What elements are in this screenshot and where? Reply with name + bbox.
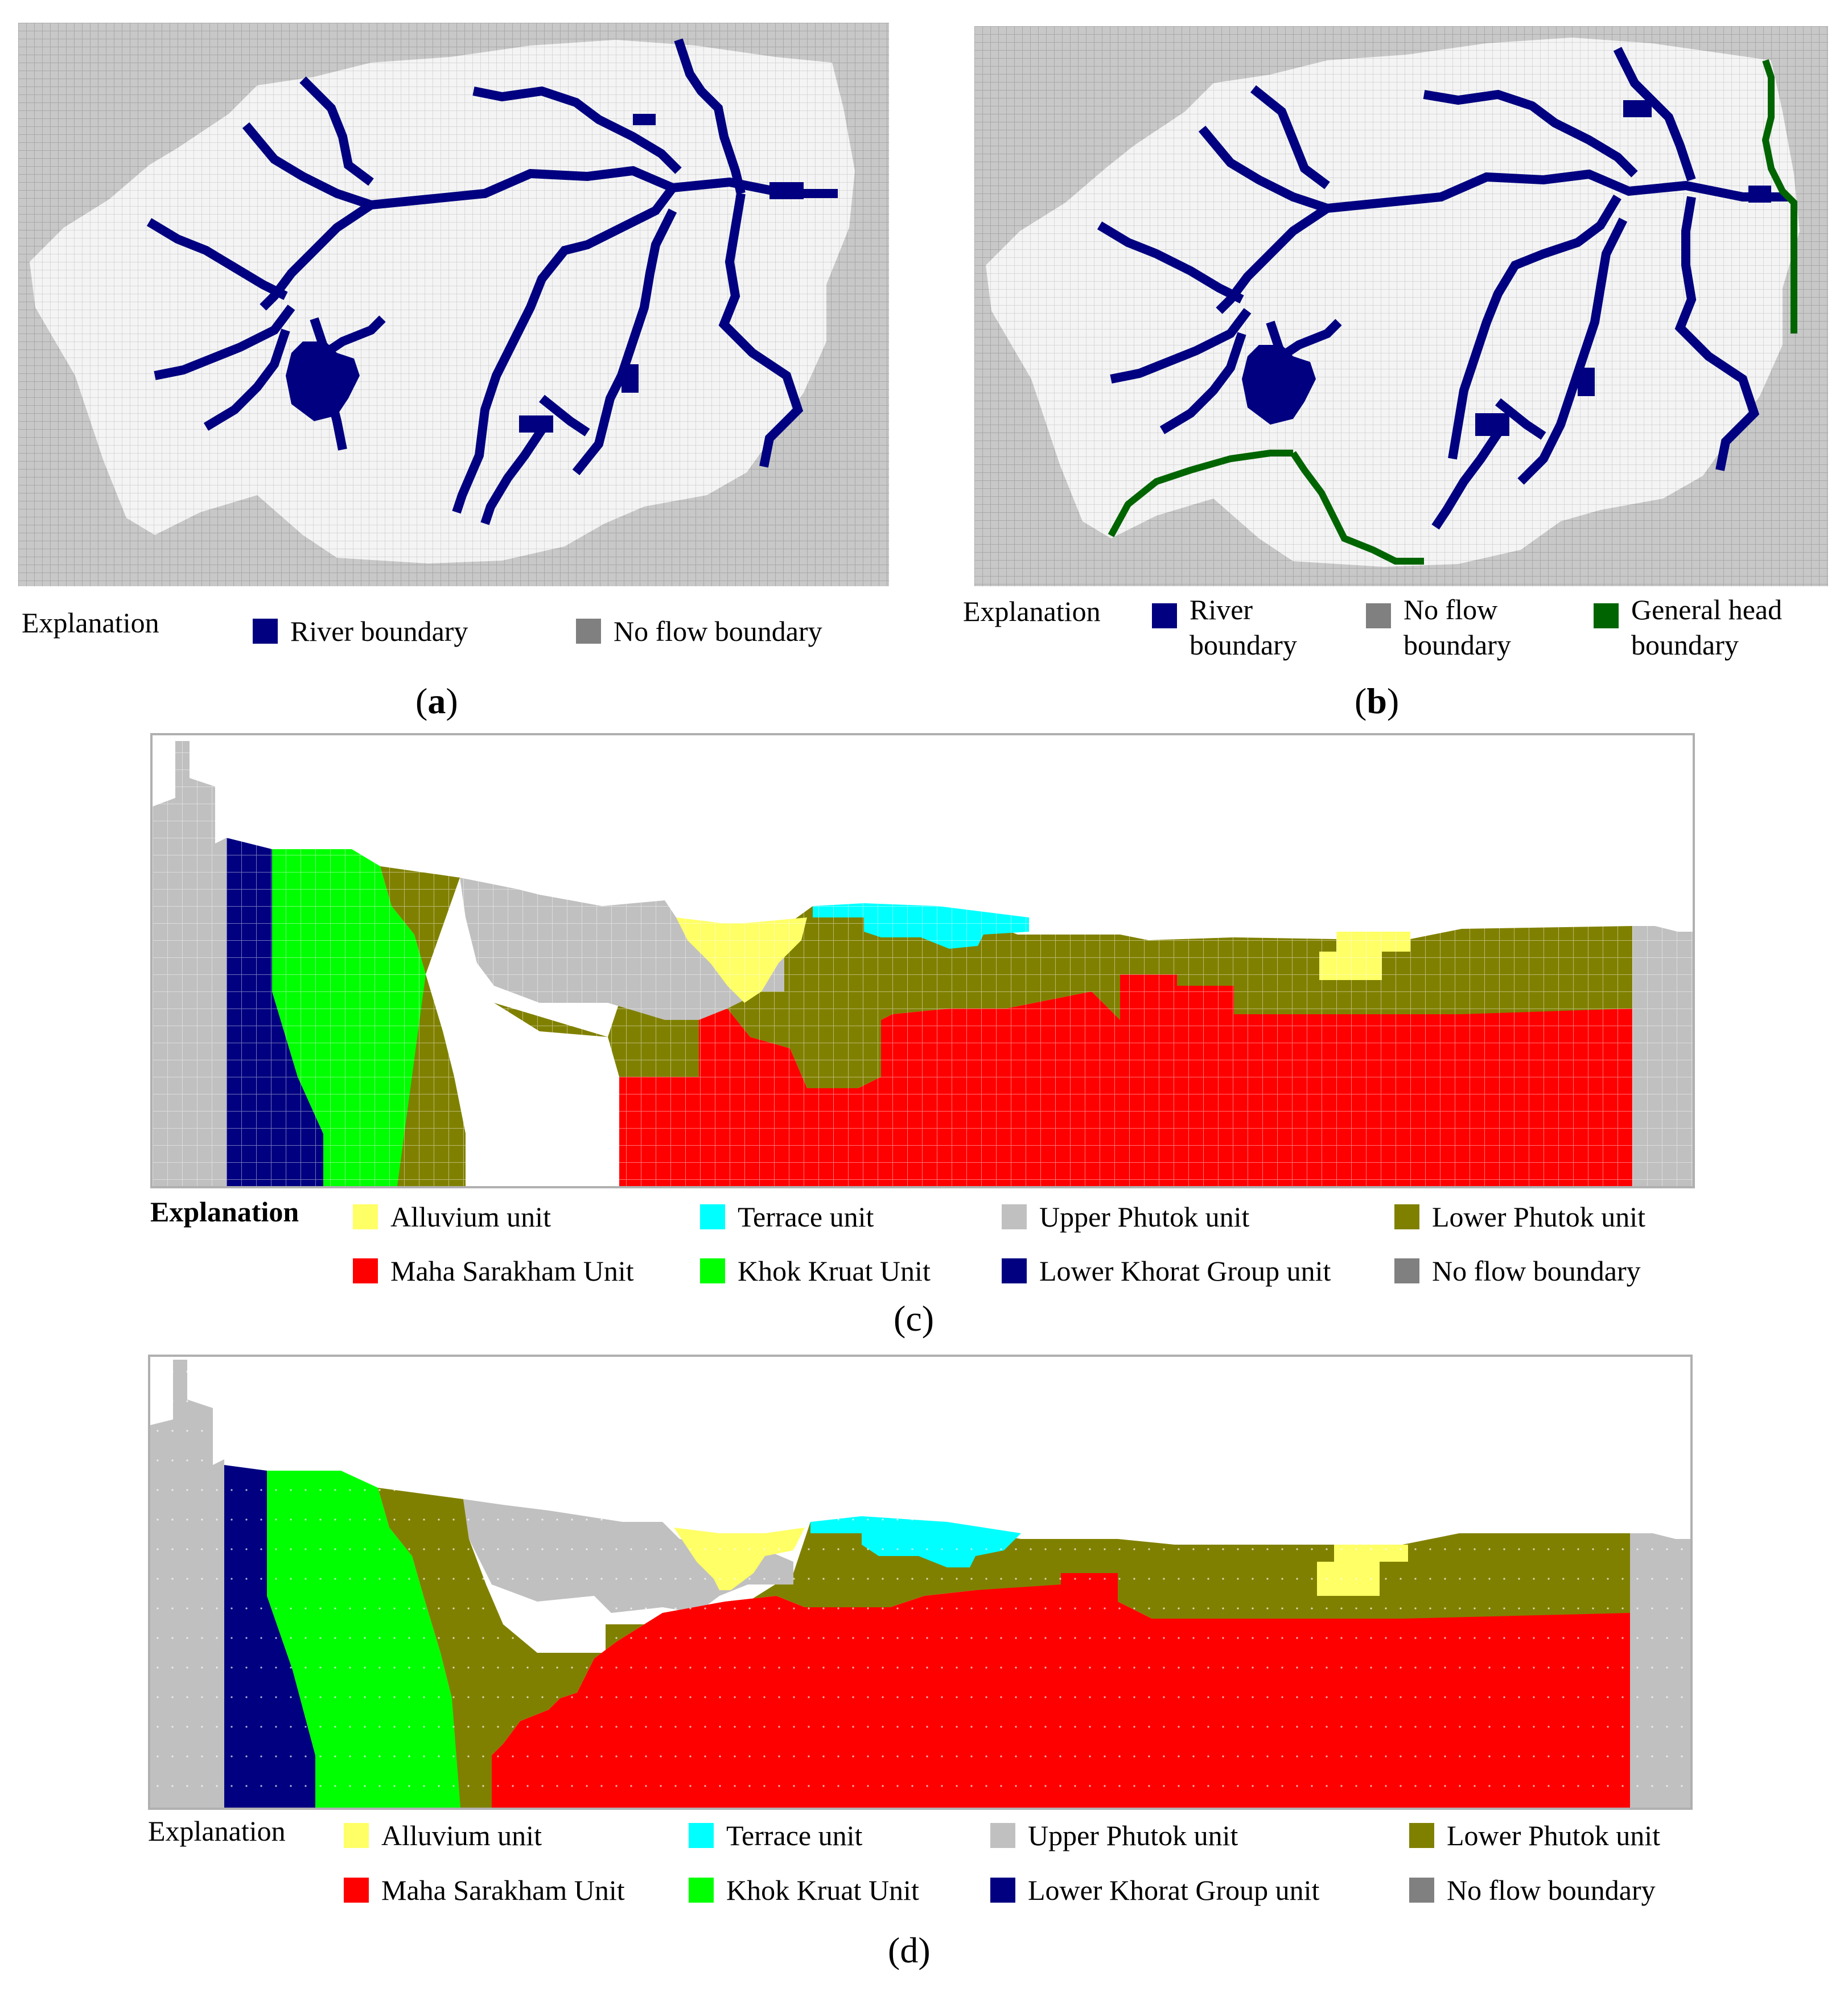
caption-a: (a) (415, 681, 458, 721)
plan-view-a-drawing (30, 38, 855, 563)
terrace-swatch (689, 1823, 714, 1848)
plan-view-b (974, 26, 1828, 586)
no-flow-swatch (576, 619, 601, 644)
no-flow-swatch (1394, 1258, 1419, 1283)
legend-label: Lower Phutok unit (1432, 1201, 1645, 1233)
legend-item-khok-kruat-d: Khok Kruat Unit (689, 1872, 919, 1908)
legend-label-line2: boundary (1404, 629, 1511, 661)
alluvium-swatch (353, 1204, 378, 1229)
legend-title-d: Explanation (148, 1815, 286, 1847)
legend-label-line1: No flow (1404, 594, 1498, 625)
legend-label-line2: boundary (1631, 629, 1739, 661)
legend-item-no-flow-d: No flow boundary (1409, 1872, 1656, 1908)
model-cell-dots (150, 1357, 1690, 1808)
legend-item-no-flow-c: No flow boundary (1394, 1253, 1641, 1289)
river-swatch (1152, 603, 1177, 628)
legend-label: Alluvium unit (390, 1201, 551, 1233)
legend-title-b: Explanation (963, 595, 1101, 627)
upper-phutok-swatch (1002, 1204, 1027, 1229)
legend-label: No flow boundary (614, 615, 822, 647)
legend-label: Khok Kruat Unit (738, 1255, 931, 1287)
legend-item-maha-sarakham-d: Maha Sarakham Unit (344, 1872, 625, 1908)
legend-label: Khok Kruat Unit (726, 1874, 919, 1906)
legend-item-alluvium-c: Alluvium unit (353, 1199, 551, 1234)
legend-title-a: Explanation (22, 607, 159, 639)
legend-label-line1: General head (1631, 594, 1783, 625)
legend-label: Lower Phutok unit (1447, 1820, 1660, 1851)
legend-label: Upper Phutok unit (1039, 1201, 1250, 1233)
legend-label-line1: River (1190, 594, 1253, 625)
general-head-swatch (1594, 603, 1619, 628)
legend-item-terrace-c: Terrace unit (700, 1199, 874, 1234)
maha-sarakham-swatch (344, 1878, 369, 1903)
active-model-domain (986, 38, 1800, 567)
caption-c: (c) (894, 1298, 935, 1339)
caption-d: (d) (888, 1930, 931, 1970)
legend-item-river-boundary-a: River boundary (253, 614, 468, 649)
legend-item-river-boundary-b: River boundary (1152, 592, 1297, 662)
active-model-domain (30, 40, 855, 563)
legend-item-alluvium-d: Alluvium unit (344, 1818, 542, 1853)
reservoir (1242, 345, 1316, 425)
legend-item-no-flow-b: No flow boundary (1366, 592, 1511, 662)
cross-section-c-drawing (153, 735, 1693, 1186)
maha-sarakham-swatch (353, 1258, 378, 1283)
legend-item-lower-phutok-c: Lower Phutok unit (1394, 1199, 1645, 1234)
lower-khorat-swatch (990, 1878, 1015, 1903)
upper-phutok-swatch (990, 1823, 1015, 1848)
river-network (1097, 47, 1788, 530)
cross-section-d-drawing (150, 1357, 1690, 1808)
legend-label: Maha Sarakham Unit (390, 1255, 634, 1287)
legend-label-line2: boundary (1190, 629, 1297, 661)
legend-label: No flow boundary (1447, 1874, 1656, 1906)
legend-item-lower-khorat-d: Lower Khorat Group unit (990, 1872, 1319, 1908)
reservoir (286, 341, 360, 421)
khok-kruat-swatch (700, 1258, 725, 1283)
no-flow-swatch (1409, 1878, 1434, 1903)
legend-item-general-head-b: General head boundary (1594, 592, 1782, 662)
general-head-boundary (1108, 59, 1797, 565)
cross-section-c (150, 733, 1695, 1188)
legend-label: Alluvium unit (381, 1820, 542, 1851)
legend-label: River boundary (290, 615, 468, 647)
legend-item-no-flow-a: No flow boundary (576, 614, 822, 649)
plan-view-a (18, 23, 889, 586)
legend-item-lower-phutok-d: Lower Phutok unit (1409, 1818, 1660, 1853)
lower-phutok-swatch (1394, 1204, 1419, 1229)
model-grid-overlay (153, 735, 1693, 1186)
legend-item-khok-kruat-c: Khok Kruat Unit (700, 1253, 931, 1289)
legend-label: No flow boundary (1432, 1255, 1641, 1287)
legend-item-terrace-d: Terrace unit (689, 1818, 862, 1853)
legend-item-maha-sarakham-c: Maha Sarakham Unit (353, 1253, 634, 1289)
khok-kruat-swatch (689, 1878, 714, 1903)
legend-item-upper-phutok-c: Upper Phutok unit (1002, 1199, 1249, 1234)
legend-label: Upper Phutok unit (1028, 1820, 1238, 1851)
river-swatch (253, 619, 278, 644)
terrace-swatch (700, 1204, 725, 1229)
legend-label: Terrace unit (726, 1820, 863, 1851)
legend-label: Maha Sarakham Unit (381, 1874, 625, 1906)
caption-b: (b) (1355, 681, 1400, 721)
legend-item-lower-khorat-c: Lower Khorat Group unit (1002, 1253, 1331, 1289)
lower-khorat-swatch (1002, 1258, 1027, 1283)
legend-title-c: Explanation (150, 1196, 299, 1228)
lower-phutok-swatch (1409, 1823, 1434, 1848)
legend-label: Lower Khorat Group unit (1028, 1874, 1320, 1906)
legend-item-upper-phutok-d: Upper Phutok unit (990, 1818, 1238, 1853)
alluvium-swatch (344, 1823, 369, 1848)
cross-section-d (148, 1355, 1693, 1810)
plan-view-b-drawing (986, 38, 1800, 567)
legend-label: Lower Khorat Group unit (1039, 1255, 1331, 1287)
river-network (146, 38, 838, 525)
no-flow-swatch (1366, 603, 1391, 628)
legend-label: Terrace unit (738, 1201, 874, 1233)
